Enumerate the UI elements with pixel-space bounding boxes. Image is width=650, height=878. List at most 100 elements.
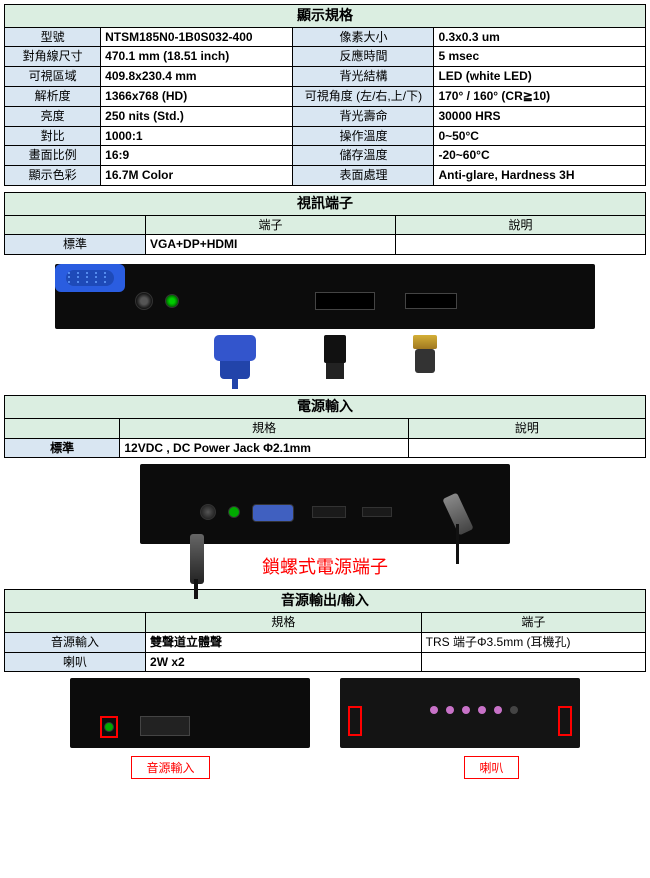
table-row: 顯示色彩16.7M Color表面處理Anti-glare, Hardness …: [5, 166, 646, 186]
vga-small-icon: [252, 504, 294, 522]
osd-buttons-icon: [430, 706, 518, 714]
spec-label: 對角線尺寸: [5, 47, 101, 67]
power-col-spec: 規格: [120, 418, 408, 438]
spec-value: 0~50°C: [434, 126, 646, 146]
table-row: 對比1000:1操作溫度0~50°C: [5, 126, 646, 146]
dc-barrel-plug-icon: [400, 494, 520, 554]
connector-row: [4, 335, 646, 385]
spec-label: 可視角度 (左/右,上/下): [293, 86, 434, 106]
dc-jack-icon: [135, 292, 153, 310]
audio-row2-spec: 2W x2: [146, 652, 422, 672]
audio-row1-spec: 雙聲道立體聲: [146, 632, 422, 652]
audio-row1-port: TRS 端子Φ3.5mm (耳機孔): [421, 632, 645, 652]
displayport-icon: [315, 292, 375, 310]
hdmi-port-icon: [405, 293, 457, 309]
speaker-label: 喇叭: [464, 756, 518, 779]
spec-label: 亮度: [5, 106, 101, 126]
display-spec-title: 顯示規格: [5, 5, 646, 28]
cable-1-icon: [194, 579, 198, 599]
spec-label: 背光結構: [293, 67, 434, 87]
spec-value: 0.3x0.3 um: [434, 27, 646, 47]
power-row-desc: [408, 438, 645, 458]
table-row: 畫面比例16:9儲存溫度-20~60°C: [5, 146, 646, 166]
video-row-label: 標準: [5, 235, 146, 255]
vga-connector-icon: [195, 335, 275, 385]
audio-col-spec: 規格: [146, 612, 422, 632]
locking-plug-icon: [190, 534, 204, 584]
video-col-desc: 說明: [396, 215, 646, 235]
spec-label: 像素大小: [293, 27, 434, 47]
panel-left: [70, 678, 310, 748]
video-row-value: VGA+DP+HDMI: [146, 235, 396, 255]
audio-title: 音源輸出/輸入: [5, 590, 646, 613]
spec-label: 反應時間: [293, 47, 434, 67]
speaker-left-highlight: [348, 706, 362, 736]
spec-label: 解析度: [5, 86, 101, 106]
video-title: 視訊端子: [5, 192, 646, 215]
video-ports-image: [4, 261, 646, 385]
spec-label: 對比: [5, 126, 101, 146]
video-port-table: 視訊端子 端子 說明 標準 VGA+DP+HDMI: [4, 192, 646, 255]
spec-label: 畫面比例: [5, 146, 101, 166]
power-red-caption: 鎖螺式電源端子: [4, 553, 646, 579]
audio-table: 音源輸出/輸入 規格 端子 音源輸入 雙聲道立體聲 TRS 端子Φ3.5mm (…: [4, 589, 646, 672]
power-table: 電源輸入 規格 說明 標準 12VDC , DC Power Jack Φ2.1…: [4, 395, 646, 458]
power-row-label: 標準: [5, 438, 120, 458]
audio-row1-label: 音源輸入: [5, 632, 146, 652]
audio-label-row: 音源輸入 喇叭: [4, 756, 646, 779]
hdmi-small-icon: [362, 507, 392, 517]
spec-value: NTSM185N0-1B0S032-400: [101, 27, 293, 47]
dp-small-icon: [312, 506, 346, 518]
power-image: 鎖螺式電源端子: [4, 464, 646, 579]
spec-value: 5 msec: [434, 47, 646, 67]
audio-blank: [5, 612, 146, 632]
spec-value: 30000 HRS: [434, 106, 646, 126]
hdmi-connector-icon: [395, 335, 455, 385]
spec-value: 470.1 mm (18.51 inch): [101, 47, 293, 67]
power-row-value: 12VDC , DC Power Jack Φ2.1mm: [120, 438, 408, 458]
table-row: 對角線尺寸470.1 mm (18.51 inch)反應時間5 msec: [5, 47, 646, 67]
spec-value: -20~60°C: [434, 146, 646, 166]
spec-label: 操作溫度: [293, 126, 434, 146]
table-row: 亮度250 nits (Std.)背光壽命30000 HRS: [5, 106, 646, 126]
spec-value: 1000:1: [101, 126, 293, 146]
power-blank: [5, 418, 120, 438]
spec-value: 16:9: [101, 146, 293, 166]
speaker-right-highlight: [558, 706, 572, 736]
audio-row2-port: [421, 652, 645, 672]
vga-port-icon: [55, 264, 125, 292]
dc-locking-jack-icon: [200, 504, 216, 520]
speaker-image: [340, 678, 580, 748]
spec-value: Anti-glare, Hardness 3H: [434, 166, 646, 186]
table-row: 型號NTSM185N0-1B0S032-400像素大小0.3x0.3 um: [5, 27, 646, 47]
audio-col-port: 端子: [421, 612, 645, 632]
spec-value: 250 nits (Std.): [101, 106, 293, 126]
power-col-desc: 說明: [408, 418, 645, 438]
spec-label: 可視區域: [5, 67, 101, 87]
audio-input-image: [70, 678, 310, 748]
spec-label: 背光壽命: [293, 106, 434, 126]
audio-input-label: 音源輸入: [131, 756, 209, 779]
display-spec-table: 顯示規格 型號NTSM185N0-1B0S032-400像素大小0.3x0.3 …: [4, 4, 646, 186]
video-row-desc: [396, 235, 646, 255]
spec-value: LED (white LED): [434, 67, 646, 87]
spec-value: 409.8x230.4 mm: [101, 67, 293, 87]
spec-value: 16.7M Color: [101, 166, 293, 186]
video-blank: [5, 215, 146, 235]
panel-right: [340, 678, 580, 748]
ports-panel: [55, 264, 595, 329]
power-title: 電源輸入: [5, 396, 646, 419]
spec-value: 170° / 160° (CR≧10): [434, 86, 646, 106]
spec-value: 1366x768 (HD): [101, 86, 293, 106]
table-row: 可視區域409.8x230.4 mm背光結構LED (white LED): [5, 67, 646, 87]
spec-label: 型號: [5, 27, 101, 47]
audio-jack-small-icon: [228, 506, 240, 518]
audio-jack-icon: [165, 294, 179, 308]
audio-images: [4, 678, 646, 748]
spec-label: 表面處理: [293, 166, 434, 186]
port-group-icon: [140, 716, 190, 736]
table-row: 解析度1366x768 (HD)可視角度 (左/右,上/下)170° / 160…: [5, 86, 646, 106]
spec-label: 儲存溫度: [293, 146, 434, 166]
dp-connector-icon: [305, 335, 365, 385]
audio-row2-label: 喇叭: [5, 652, 146, 672]
